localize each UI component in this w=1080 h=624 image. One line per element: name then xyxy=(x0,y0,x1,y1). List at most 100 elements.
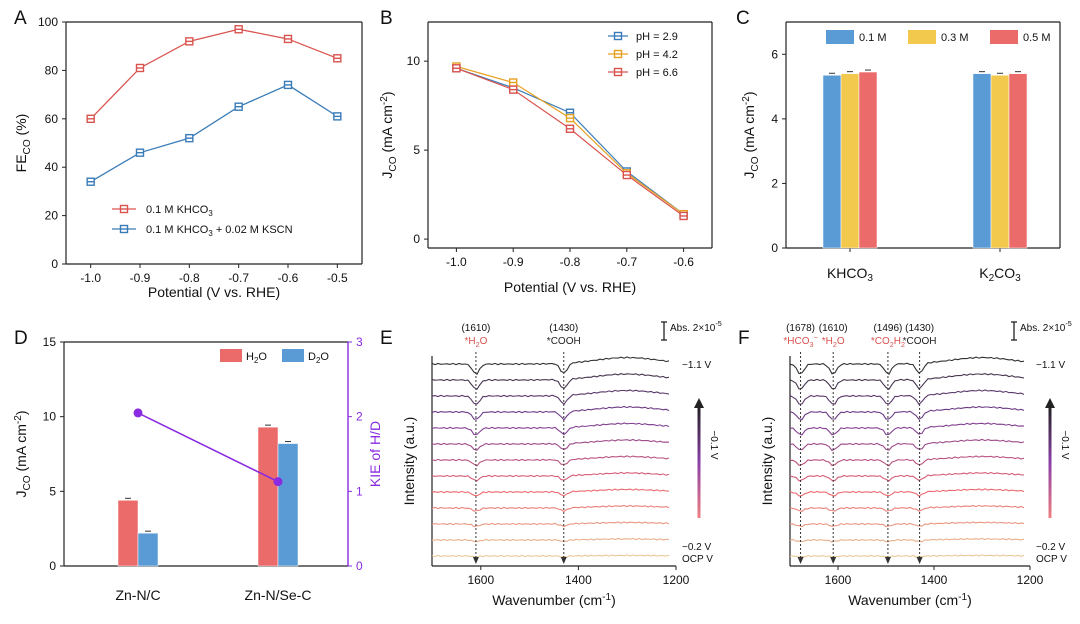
panel-f-spectrum-trace xyxy=(789,488,1025,497)
panel-f-bottom-trace-label: −0.2 V xyxy=(1036,542,1066,553)
panel-e-ocp-label: OCP V xyxy=(682,554,713,565)
panel-d-legend-entry: H2​O xyxy=(246,351,267,365)
panel-f-peak-arrow xyxy=(884,557,891,564)
panel-f-peak-position: (1430) xyxy=(905,323,934,334)
panel-f-voltage-arrow xyxy=(1048,406,1052,518)
panel-f-spectrum-trace xyxy=(789,471,1025,482)
panel-d-bar xyxy=(257,426,279,567)
panel-d-y-axis-title: JCO​ (mA cm-2​) xyxy=(13,410,33,497)
panel-e-spectrum-trace xyxy=(431,455,670,467)
panel-e-spectrum-trace xyxy=(431,373,670,390)
panel-c-label: C xyxy=(736,8,750,29)
panel-f-spectrum-trace xyxy=(789,521,1025,528)
panel-d-legend-swatch xyxy=(220,349,242,362)
panel-a-legend-entry: 0.1 M KHCO3​ + 0.02 M KSCN xyxy=(146,224,293,238)
panel-c-bar xyxy=(822,75,842,249)
panel-b-x-tick-label: -0.8 xyxy=(560,255,581,269)
panel-a-x-tick-label: -0.5 xyxy=(327,271,348,285)
panel-e-spectrum-trace xyxy=(431,405,670,421)
panel-e-spectrum-trace xyxy=(431,356,670,376)
panel-e-label: E xyxy=(380,328,393,349)
panel-e-spectrum-trace xyxy=(431,521,670,528)
panel-b-label: B xyxy=(380,8,393,29)
panel-e-x-tick-label: 1600 xyxy=(467,573,494,587)
panel-c-legend-entry: 0.3 M xyxy=(941,32,969,44)
panel-f-peak-arrow xyxy=(830,557,837,564)
panel-f-peak-position: (1610) xyxy=(819,323,848,334)
panel-c-legend-swatch xyxy=(908,30,936,44)
panel-a-x-tick-label: -0.9 xyxy=(130,271,151,285)
panel-e-spectrum-trace xyxy=(431,438,670,451)
panel-c-bar xyxy=(1008,73,1028,249)
panel-e-voltage-arrow xyxy=(697,406,701,518)
panel-e-bottom-trace-label: −0.2 V xyxy=(682,542,712,553)
panel-f-spectrum-trace xyxy=(789,356,1025,376)
panel-b-y-tick-label: 5 xyxy=(413,143,420,157)
panel-b-legend-entry: pH = 6.6 xyxy=(636,67,678,79)
panel-f-x-tick-label: 1200 xyxy=(1017,573,1044,587)
panel-f-x-tick-label: 1400 xyxy=(921,573,948,587)
panel-c-legend-entry: 0.1 M xyxy=(859,32,887,44)
panel-a-legend-entry: 0.1 M KHCO3​ xyxy=(146,204,213,218)
panel-e-x-tick-label: 1200 xyxy=(663,573,690,587)
panel-c-bar xyxy=(972,73,992,249)
panel-f-peak-label: *COOH xyxy=(903,336,937,347)
panel-d-kie-point xyxy=(133,408,143,418)
panel-f-x-tick-label: 1600 xyxy=(825,573,852,587)
panel-b-y-tick-label: 10 xyxy=(407,54,421,68)
panel-e-peak-position: (1610) xyxy=(461,323,490,334)
panel-f-peak-label: *HCO3​−​ xyxy=(783,333,817,349)
panel-d-label: D xyxy=(14,328,28,349)
panel-f-ocp-label: OCP V xyxy=(1036,554,1067,565)
panel-e-y-axis-title: Intensity (a.u.) xyxy=(401,417,417,506)
panel-b-x-tick-label: -1.0 xyxy=(446,255,467,269)
panel-f-spectrum-trace xyxy=(789,405,1025,421)
panel-a-label: A xyxy=(14,8,27,29)
panel-f-peak-arrow xyxy=(916,557,923,564)
panel-c-legend-entry: 0.5 M xyxy=(1023,32,1051,44)
panel-d-right-tick-label: 0 xyxy=(356,559,363,573)
panel-f-spectrum-trace xyxy=(789,422,1025,436)
panel-d-right-tick-label: 3 xyxy=(356,335,363,349)
panel-d-right-tick-label: 2 xyxy=(356,410,363,424)
panel-d-y-tick-label: 10 xyxy=(43,410,57,424)
panel-d-kie-line xyxy=(137,412,279,483)
panel-d-category-label: Zn-N/C xyxy=(115,587,160,603)
panel-a-y-tick-label: 40 xyxy=(45,160,59,174)
panel-f-spectrum-trace xyxy=(789,373,1025,390)
panel-b-legend-entry: pH = 4.2 xyxy=(636,49,678,61)
panel-c-legend-swatch xyxy=(826,30,854,44)
panel-b-x-tick-label: -0.9 xyxy=(503,255,524,269)
panel-a-x-tick-label: -0.6 xyxy=(278,271,299,285)
panel-c-y-tick-label: 2 xyxy=(771,176,778,190)
panel-f-spectrum-trace xyxy=(789,455,1025,467)
panel-f-top-trace-label: −1.1 V xyxy=(1036,360,1066,371)
panel-e-voltage-step-label: −0.1 V xyxy=(708,430,719,460)
panel-f-peak-label: *H2​O xyxy=(822,336,845,349)
panel-b-x-axis-title: Potential (V vs. RHE) xyxy=(504,279,636,295)
panel-d-category-label: Zn-N/Se-C xyxy=(245,587,312,603)
panel-f-voltage-step-label: −0.1 V xyxy=(1059,430,1070,460)
panel-c-y-tick-label: 4 xyxy=(771,112,778,126)
panel-b-x-tick-label: -0.7 xyxy=(616,255,637,269)
panel-b-x-tick-label: -0.6 xyxy=(673,255,694,269)
panel-e-x-axis-title: Wavenumber (cm-1​) xyxy=(492,592,616,608)
panel-e-peak-arrow xyxy=(472,557,479,564)
panel-c-y-axis-title: JCO​ (mA cm-2​) xyxy=(741,91,761,178)
panel-a-series-line-1 xyxy=(90,84,338,183)
panel-d-legend-entry: D2​O xyxy=(308,351,329,365)
panel-f-spectrum-trace xyxy=(789,537,1025,543)
panel-e-peak-label: *H2​O xyxy=(464,336,487,349)
panel-a-x-tick-label: -1.0 xyxy=(80,271,101,285)
panel-c-category-label: K2​CO3​ xyxy=(979,265,1021,284)
panel-f-spectrum-trace xyxy=(789,554,1025,558)
panel-a-y-tick-label: 0 xyxy=(51,257,58,271)
panel-e-peak-position: (1430) xyxy=(549,323,578,334)
panel-d-bar xyxy=(137,532,159,567)
panel-f-label: F xyxy=(738,328,750,349)
panel-c-bar xyxy=(840,73,860,249)
panel-a-y-tick-label: 100 xyxy=(38,15,58,29)
panel-e-spectrum-trace xyxy=(431,471,670,482)
panel-c-y-tick-label: 0 xyxy=(771,241,778,255)
